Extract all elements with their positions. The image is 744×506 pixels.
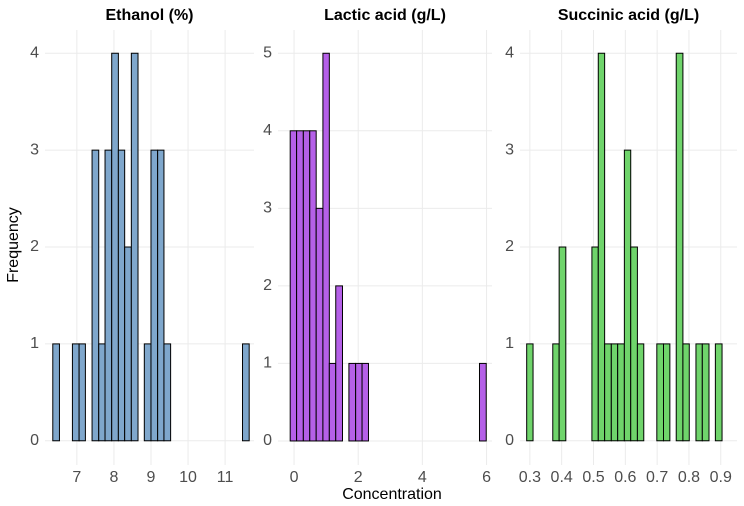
- bar: [361, 362, 369, 442]
- bar: [78, 343, 86, 442]
- y-tick-label: 1: [505, 335, 514, 352]
- bar: [656, 343, 664, 442]
- x-tick-label: 0: [290, 469, 299, 486]
- x-tick-label: 0.9: [710, 469, 732, 486]
- bar: [111, 52, 119, 442]
- y-tick-label: 0: [263, 432, 272, 449]
- x-tick-label: 8: [109, 469, 118, 486]
- bar: [526, 343, 534, 442]
- bar: [355, 362, 363, 442]
- y-tick-label: 4: [263, 122, 272, 139]
- panel-title: Succinic acid (g/L): [558, 7, 699, 24]
- x-tick-label: 0.5: [582, 469, 604, 486]
- bar: [591, 246, 599, 442]
- y-tick-label: 3: [30, 141, 39, 158]
- bar: [682, 343, 690, 442]
- y-tick-label: 4: [505, 44, 514, 61]
- bar: [98, 343, 106, 442]
- x-tick-label: 0.6: [614, 469, 636, 486]
- bar: [617, 343, 625, 442]
- panel-title: Ethanol (%): [106, 7, 194, 24]
- bar: [623, 149, 632, 442]
- bar: [348, 362, 357, 442]
- x-tick-label: 0.4: [551, 469, 573, 486]
- x-tick-label: 9: [147, 469, 156, 486]
- bar: [630, 246, 638, 442]
- y-tick-label: 0: [30, 432, 39, 449]
- bar: [296, 130, 304, 442]
- bar: [302, 130, 311, 442]
- y-tick-label: 0: [505, 432, 514, 449]
- bar: [663, 343, 671, 442]
- x-tick-label: 0.7: [646, 469, 668, 486]
- bar: [315, 207, 324, 442]
- x-axis-title: Concentration: [342, 486, 442, 503]
- y-tick-label: 1: [263, 355, 272, 372]
- bar: [163, 343, 172, 442]
- bar: [604, 343, 612, 442]
- bar: [91, 149, 100, 442]
- bar: [143, 343, 152, 442]
- bar: [130, 52, 139, 442]
- bar: [610, 343, 619, 442]
- bar: [597, 52, 606, 442]
- x-tick-label: 11: [217, 469, 234, 486]
- bar: [328, 362, 337, 442]
- bar: [675, 52, 684, 442]
- bar: [322, 52, 330, 442]
- y-tick-label: 3: [263, 200, 272, 217]
- bar: [552, 343, 560, 442]
- bar: [695, 343, 703, 442]
- bar: [157, 149, 165, 442]
- y-tick-label: 2: [30, 238, 39, 255]
- y-tick-label: 4: [30, 44, 39, 61]
- bar: [309, 130, 317, 442]
- bar: [289, 130, 298, 442]
- x-tick-label: 2: [354, 469, 363, 486]
- y-tick-label: 2: [505, 238, 514, 255]
- bar: [71, 343, 80, 442]
- y-tick-label: 1: [30, 335, 39, 352]
- bar: [636, 343, 645, 442]
- x-tick-label: 4: [418, 469, 427, 486]
- bar: [124, 246, 132, 442]
- y-tick-label: 3: [505, 141, 514, 158]
- bar: [558, 246, 567, 442]
- y-tick-label: 2: [263, 277, 272, 294]
- panel-title: Lactic acid (g/L): [324, 7, 446, 24]
- x-tick-label: 0.8: [678, 469, 700, 486]
- bar: [335, 285, 343, 442]
- bar: [714, 343, 723, 442]
- x-tick-label: 7: [72, 469, 81, 486]
- x-tick-label: 10: [179, 469, 197, 486]
- bar: [117, 149, 126, 442]
- bar: [242, 343, 250, 442]
- bar: [104, 149, 113, 442]
- bar: [150, 149, 159, 442]
- bar: [701, 343, 710, 442]
- x-tick-label: 6: [482, 469, 491, 486]
- y-axis-title: Frequency: [5, 207, 22, 283]
- bar: [478, 362, 487, 442]
- bar: [52, 343, 60, 442]
- y-tick-label: 5: [263, 44, 272, 61]
- x-tick-label: 0.3: [519, 469, 541, 486]
